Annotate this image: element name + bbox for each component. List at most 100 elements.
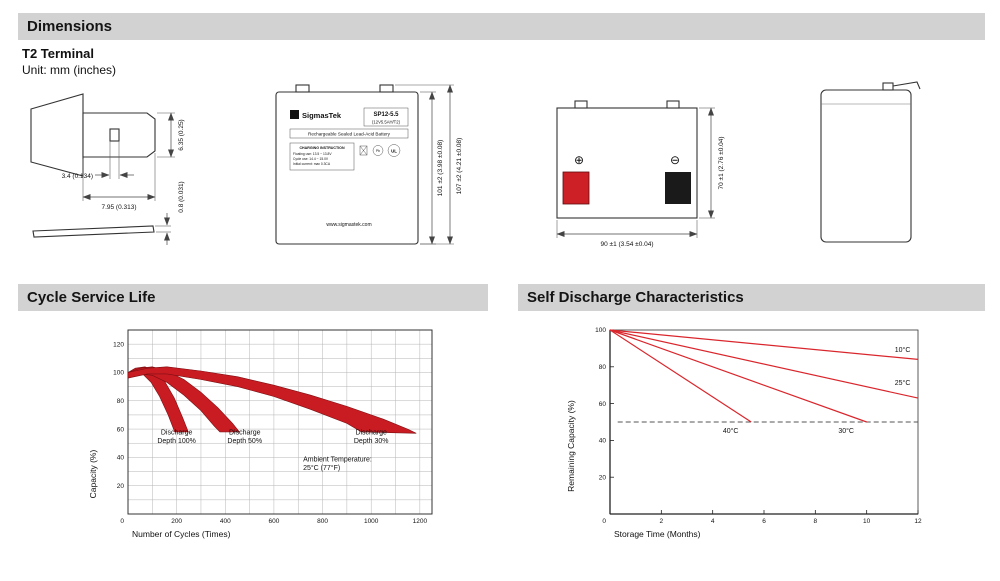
svg-text:20: 20	[599, 474, 607, 481]
top-terminal-left	[574, 100, 588, 109]
section-header-dimensions: Dimensions	[18, 13, 985, 40]
sd-line-30°C	[609, 329, 867, 423]
svg-text:Discharge: Discharge	[355, 430, 387, 437]
svg-text:80: 80	[599, 364, 607, 371]
self-discharge-plot-area: 2 4 6 8 10 12 20 40 60 80 100 0 10°C 25°C 40°C 30°C	[595, 327, 922, 525]
model-number: SP12-5.5	[373, 112, 399, 118]
website-text: www.sigmastek.com	[326, 222, 371, 228]
cycle-service-life-chart: 20 40 60 80 100 120 200 400 600 800 1000 1200 0 Disch…	[88, 329, 433, 539]
battery-front-view-drawing: S SigmasTek SP12-5.5 (12V5.5AH/T2) Recha…	[275, 84, 463, 245]
brand-logo-letter: S	[292, 113, 297, 120]
svg-text:4: 4	[711, 518, 715, 525]
svg-text:40: 40	[117, 455, 125, 462]
dim-total-height: 107 ±2 (4.21 ±0.08)	[456, 138, 463, 195]
battery-type-strip	[289, 128, 409, 139]
svg-text:100: 100	[113, 370, 124, 377]
dim-hole-width: 3.4 (0.134)	[62, 173, 93, 180]
svg-text:Discharge: Discharge	[161, 430, 193, 437]
sd-line-10°C	[609, 329, 919, 360]
section-header-self-discharge: Self Discharge Characteristics	[518, 284, 985, 311]
self-discharge-title: Self Discharge Characteristics	[527, 289, 744, 306]
svg-text:10: 10	[863, 518, 871, 525]
dim-blade-thickness: 0.8 (0.031)	[178, 181, 185, 212]
svg-text:Pb: Pb	[376, 149, 380, 153]
svg-text:0: 0	[602, 518, 606, 525]
svg-text:12: 12	[914, 518, 922, 525]
svg-text:Ambient Temperature:: Ambient Temperature:	[303, 457, 372, 464]
dim-top-height: 70 ±1 (2.76 ±0.04)	[718, 136, 725, 189]
sd-line-25°C	[609, 329, 919, 399]
svg-text:8: 8	[814, 518, 818, 525]
svg-text:100: 100	[595, 327, 606, 334]
charging-line-1: Floating use: 13.5 ~ 13.8V	[293, 152, 332, 156]
cycle-band	[127, 366, 417, 434]
svg-text:Depth 30%: Depth 30%	[354, 438, 389, 445]
svg-text:UL: UL	[391, 149, 397, 154]
charging-title: CHARGING INSTRUCTION	[299, 146, 345, 150]
svg-text:40°C: 40°C	[723, 427, 739, 435]
battery-side-body	[820, 89, 912, 243]
negative-terminal-mark: ⊖	[670, 153, 680, 167]
self-discharge-chart: 2 4 6 8 10 12 20 40 60 80 100 0 10°C 25°C 40°C 30°C Sto…	[566, 327, 922, 539]
terminal-type-label: T2 Terminal	[22, 46, 95, 61]
battery-type-line: Rechargeable Sealed Lead-Acid Battery	[308, 132, 391, 137]
charging-instruction-box	[289, 142, 355, 171]
svg-text:Discharge: Discharge	[229, 430, 261, 437]
svg-text:120: 120	[113, 341, 124, 348]
svg-text:2: 2	[660, 518, 664, 525]
svg-text:1200: 1200	[413, 518, 428, 525]
dim-blade-height: 6.35 (0.25)	[178, 119, 185, 150]
dimensions-title: Dimensions	[27, 18, 113, 35]
positive-terminal-mark: ⊕	[574, 153, 584, 167]
charging-line-3: Initial current: max 0.3CA	[293, 162, 331, 166]
terminal-hole	[109, 128, 120, 142]
terminal-detail-drawing: 3.4 (0.134) 7.95 (0.313) 6.35 (0.25) 0.8…	[30, 93, 185, 245]
svg-text:40: 40	[599, 438, 607, 445]
unit-note: Unit: mm (inches)	[22, 63, 117, 77]
svg-text:1000: 1000	[364, 518, 379, 525]
svg-text:25°C (77°F): 25°C (77°F)	[303, 464, 340, 472]
positive-terminal-block	[562, 171, 590, 205]
side-terminal-blade	[892, 81, 921, 90]
front-terminal-right	[379, 84, 394, 93]
svg-text:80: 80	[117, 398, 125, 405]
section-header-cycle-service-life: Cycle Service Life	[18, 284, 488, 311]
cycle-xlabel: Number of Cycles (Times)	[132, 529, 231, 539]
pb-recycle-icon: Pb	[372, 145, 384, 156]
svg-text:60: 60	[599, 401, 607, 408]
svg-text:60: 60	[117, 426, 125, 433]
svg-text:Depth 50%: Depth 50%	[227, 438, 262, 445]
cycle-title: Cycle Service Life	[27, 289, 156, 306]
svg-text:30°C: 30°C	[838, 427, 854, 435]
side-terminal	[882, 82, 894, 91]
negative-terminal-block	[665, 172, 691, 204]
trash-bin-icon	[359, 145, 368, 156]
dim-top-width: 90 ±1 (3.54 ±0.04)	[600, 241, 653, 248]
svg-text:400: 400	[220, 518, 231, 525]
svg-text:600: 600	[268, 518, 279, 525]
top-terminal-right	[666, 100, 680, 109]
battery-front-body	[275, 91, 419, 245]
ul-icon: UL	[387, 144, 401, 157]
dim-case-height: 101 ±2 (3.98 ±0.08)	[437, 140, 444, 197]
charging-line-2: Cycle use: 14.4 ~ 15.0V	[293, 157, 329, 161]
brand-name: SigmasTek	[302, 111, 342, 120]
svg-text:10°C: 10°C	[895, 346, 911, 354]
terminal-blade-side-view	[32, 225, 155, 238]
svg-text:200: 200	[171, 518, 182, 525]
model-spec: (12V5.5AH/T2)	[372, 120, 401, 125]
sd-line-40°C	[609, 329, 752, 423]
sd-xlabel: Storage Time (Months)	[614, 529, 701, 539]
terminal-base-outline	[30, 93, 84, 177]
svg-text:0: 0	[120, 518, 124, 525]
cycle-ylabel: Capacity (%)	[88, 450, 98, 499]
svg-text:Depth 100%: Depth 100%	[157, 438, 196, 445]
battery-side-view-drawing	[820, 81, 921, 243]
svg-text:800: 800	[317, 518, 328, 525]
sd-ylabel: Remaining Capacity (%)	[566, 400, 576, 492]
dim-blade-width: 7.95 (0.313)	[101, 204, 136, 211]
svg-text:25°C: 25°C	[895, 379, 911, 387]
battery-top-view-drawing: ⊕ ⊖ 70 ±1 (2.76 ±0.04) 90 ±1 (3.54 ±0.04…	[556, 100, 725, 248]
model-box	[363, 107, 409, 127]
